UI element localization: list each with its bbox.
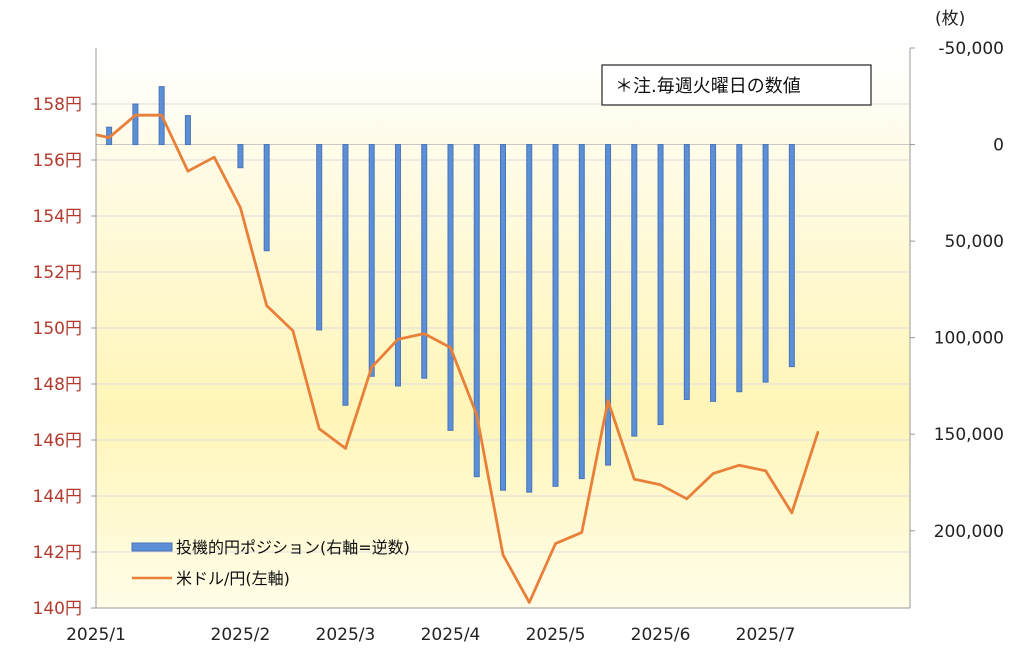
- x-tick-label: 2025/2: [211, 625, 271, 645]
- line-point: [686, 498, 688, 500]
- bar: [500, 144, 506, 491]
- x-tick-label: 2025/3: [316, 625, 376, 645]
- x-tick-label: 2025/7: [736, 625, 796, 645]
- bar: [421, 144, 428, 379]
- bar: [631, 144, 638, 437]
- right-tick-label: 100,000: [934, 329, 1004, 349]
- bar: [263, 144, 270, 252]
- line-point: [764, 470, 767, 472]
- line-point: [239, 206, 242, 209]
- bar: [683, 144, 690, 400]
- legend-bar-label: 投機的円ポジション(右軸=逆数): [176, 538, 410, 557]
- bar: [657, 144, 664, 426]
- bar-series: [106, 86, 795, 493]
- bar: [342, 144, 349, 406]
- line-point: [213, 156, 215, 158]
- x-axis-ticks: 2025/1 2025/2 2025/3 2025/4 2025/5 2025/6 2025…: [66, 625, 795, 645]
- bar: [132, 103, 139, 146]
- line-point: [475, 414, 478, 416]
- line-point: [659, 484, 662, 486]
- left-tick-label: 156円: [33, 151, 82, 171]
- line-point: [344, 447, 347, 450]
- line-point: [817, 430, 819, 433]
- left-tick-label: 152円: [33, 263, 82, 283]
- x-tick-label: 2025/6: [631, 625, 691, 645]
- line-point: [580, 531, 583, 534]
- line-point: [108, 136, 110, 139]
- line-point: [397, 338, 399, 341]
- right-tick-label: -50,000: [938, 39, 1004, 59]
- legend: 投機的円ポジション(右軸=逆数) 米ドル/円(左軸): [131, 538, 410, 588]
- line-point: [265, 304, 268, 307]
- line-point: [607, 400, 609, 402]
- bar: [237, 144, 244, 169]
- bar: [710, 144, 717, 402]
- annotation-box: ＊注.毎週火曜日の数値: [601, 64, 872, 106]
- line-point: [738, 464, 741, 467]
- legend-line-label: 米ドル/円(左軸): [176, 569, 290, 588]
- right-axis-ticks: -50,000 0 50,000 100,000 150,000 200,000: [910, 39, 1004, 542]
- right-tick-label: 50,000: [945, 232, 1004, 252]
- bar: [736, 144, 743, 393]
- bar: [473, 144, 480, 478]
- left-tick-label: 142円: [33, 543, 82, 563]
- bar: [762, 144, 769, 383]
- line-point: [423, 332, 426, 335]
- line-point: [134, 114, 137, 116]
- bar: [552, 144, 559, 487]
- line-point: [554, 542, 557, 545]
- line-point: [791, 512, 793, 514]
- line-point: [187, 170, 189, 172]
- left-axis-ticks: 140円 142円 144円 146円 148円 150円 152円 154円 156円 158円: [33, 95, 96, 619]
- bar: [526, 144, 533, 493]
- x-tick-label: 2025/4: [421, 625, 481, 645]
- x-tick-label: 2025/5: [526, 625, 586, 645]
- line-point: [633, 478, 636, 481]
- line-point: [449, 346, 452, 349]
- right-tick-label: 200,000: [934, 522, 1004, 542]
- right-axis-unit: (枚): [935, 9, 965, 29]
- line-point: [292, 330, 294, 332]
- left-tick-label: 146円: [33, 431, 82, 451]
- bar: [605, 144, 612, 466]
- line-point: [160, 114, 163, 116]
- line-point: [712, 472, 714, 475]
- left-tick-label: 144円: [33, 487, 82, 507]
- annotation-text: ＊注.毎週火曜日の数値: [615, 76, 801, 97]
- line-series: [95, 113, 820, 604]
- bar: [578, 144, 585, 480]
- line-point: [370, 366, 373, 369]
- right-tick-label: 0: [993, 136, 1004, 156]
- x-tick-label: 2025/1: [66, 625, 126, 645]
- left-tick-label: 154円: [33, 207, 82, 227]
- bar: [394, 144, 401, 387]
- legend-item-bar: 投機的円ポジション(右軸=逆数): [131, 538, 410, 557]
- bar: [368, 144, 375, 377]
- line-point: [502, 554, 504, 556]
- left-tick-label: 150円: [33, 319, 82, 339]
- bar: [316, 144, 323, 331]
- legend-item-line: 米ドル/円(左軸): [132, 569, 290, 588]
- bar: [447, 144, 454, 431]
- legend-bar-swatch: [131, 542, 173, 552]
- left-tick-label: 158円: [33, 95, 82, 115]
- right-tick-label: 150,000: [934, 425, 1004, 445]
- left-tick-label: 148円: [33, 375, 82, 395]
- line-point: [528, 601, 531, 604]
- line-point: [318, 428, 320, 430]
- bar: [184, 115, 191, 146]
- left-tick-label: 140円: [33, 599, 82, 619]
- bar: [788, 144, 795, 368]
